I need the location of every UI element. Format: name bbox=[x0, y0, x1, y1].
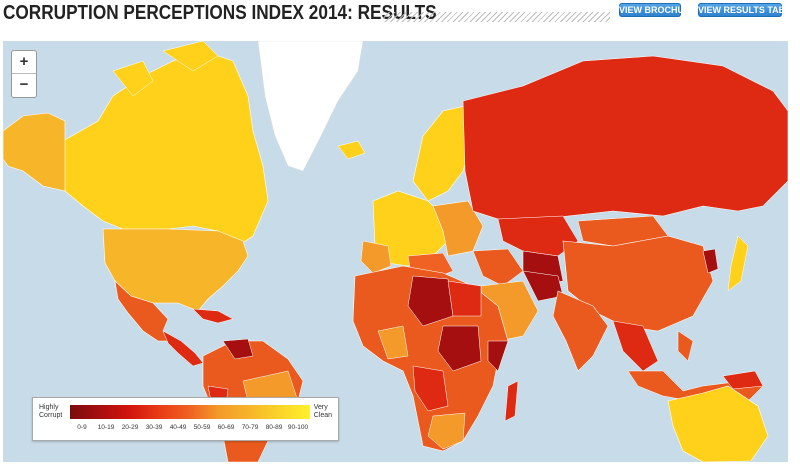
canada bbox=[62, 50, 269, 247]
legend-range: 10-19 bbox=[97, 424, 115, 431]
view-results-table-button[interactable]: VIEW RESULTS TABLE bbox=[698, 3, 797, 17]
page-title: CORRUPTION PERCEPTIONS INDEX 2014: RESUL… bbox=[3, 2, 437, 24]
legend-range: 50-59 bbox=[193, 424, 211, 431]
legend-range: 20-29 bbox=[121, 424, 139, 431]
india bbox=[552, 290, 609, 372]
legend-low-label: Highly Corrupt bbox=[39, 404, 63, 419]
greenland bbox=[257, 41, 364, 172]
legend-color-scale bbox=[70, 405, 310, 419]
legend-range: 0-9 bbox=[77, 424, 87, 431]
world-map[interactable]: + − Highly Corrupt Very Clean 0-9 10-19 … bbox=[3, 41, 788, 462]
header: CORRUPTION PERCEPTIONS INDEX 2014: RESUL… bbox=[0, 0, 800, 34]
legend-ranges: 0-9 10-19 20-29 30-39 40-49 50-59 60-69 … bbox=[70, 424, 310, 431]
legend-range: 70-79 bbox=[241, 424, 259, 431]
australia bbox=[667, 385, 769, 462]
zoom-out-button[interactable]: − bbox=[12, 73, 36, 96]
russia bbox=[462, 55, 788, 222]
legend: Highly Corrupt Very Clean 0-9 10-19 20-2… bbox=[32, 397, 339, 441]
alaska bbox=[3, 112, 66, 192]
zoom-in-button[interactable]: + bbox=[19, 53, 29, 70]
legend-range: 60-69 bbox=[217, 424, 235, 431]
header-divider bbox=[383, 12, 610, 22]
legend-range: 30-39 bbox=[145, 424, 163, 431]
view-brochure-button[interactable]: VIEW BROCHURE bbox=[619, 3, 697, 17]
legend-range: 90-100 bbox=[287, 424, 309, 431]
zoom-control: + − bbox=[11, 50, 37, 98]
legend-high-label: Very Clean bbox=[313, 404, 332, 419]
legend-range: 80-89 bbox=[265, 424, 283, 431]
legend-range: 40-49 bbox=[169, 424, 187, 431]
